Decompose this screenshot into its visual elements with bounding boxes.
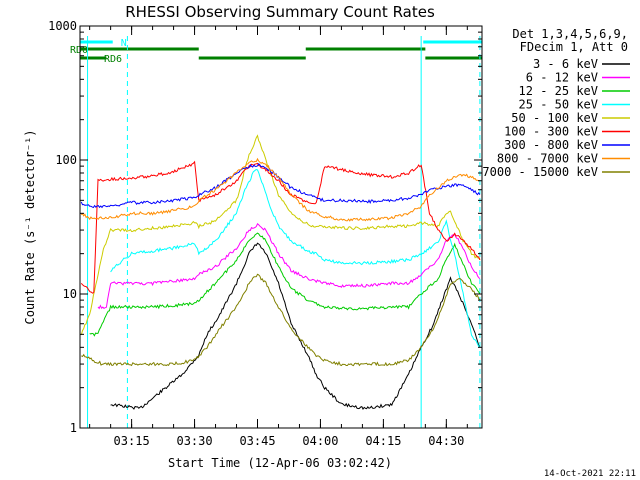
y-axis-label: Count Rate (s⁻¹ detector⁻¹) bbox=[23, 129, 37, 324]
legend-label: 25 - 50 keV bbox=[519, 98, 598, 112]
legend-label: 12 - 25 keV bbox=[519, 84, 598, 98]
y-tick-label: 100 bbox=[55, 153, 77, 167]
series-line-5 bbox=[80, 160, 481, 294]
mode-bar-label: RD6 bbox=[104, 54, 122, 65]
legend-header: FDecim 1, Att 0 bbox=[520, 40, 628, 54]
y-tick-label: 1 bbox=[70, 421, 77, 435]
series-lines bbox=[80, 134, 481, 410]
legend-label: 300 - 800 keV bbox=[504, 138, 598, 152]
x-axis: 03:15 03:30 03:45 04:00 04:15 04:30 bbox=[89, 26, 468, 448]
plot-timestamp: 14-Oct-2021 22:11 bbox=[544, 469, 636, 479]
series-line-1 bbox=[97, 222, 481, 310]
legend: Det 1,3,4,5,6,9,FDecim 1, Att 0 3 - 6 keV… bbox=[482, 27, 630, 179]
legend-label: 800 - 7000 keV bbox=[497, 152, 598, 166]
plot-frame bbox=[79, 25, 483, 429]
mode-bar-label: RD0 bbox=[70, 45, 88, 56]
series-line-2 bbox=[89, 232, 481, 337]
legend-header: Det 1,3,4,5,6,9, bbox=[512, 27, 628, 41]
mode-bar-label: N bbox=[121, 38, 127, 49]
series-line-3 bbox=[110, 168, 481, 348]
legend-label: 100 - 300 keV bbox=[504, 125, 598, 139]
mode-bars: N RD0 RD6 bbox=[70, 38, 482, 65]
x-axis-label: Start Time (12-Apr-06 03:02:42) bbox=[168, 456, 392, 470]
x-tick-label: 03:45 bbox=[239, 434, 275, 448]
legend-label: 50 - 100 keV bbox=[511, 111, 598, 125]
x-tick-label: 04:00 bbox=[302, 434, 338, 448]
series-line-6 bbox=[80, 162, 481, 209]
chart-title: RHESSI Observing Summary Count Rates bbox=[125, 3, 435, 21]
x-tick-label: 03:30 bbox=[176, 434, 212, 448]
legend-label: 6 - 12 keV bbox=[526, 71, 598, 85]
x-tick-label: 04:15 bbox=[365, 434, 401, 448]
x-tick-label: 04:30 bbox=[428, 434, 464, 448]
series-line-4 bbox=[80, 134, 481, 336]
series-line-8 bbox=[81, 273, 481, 367]
series-line-0 bbox=[110, 242, 481, 410]
y-axis: 1 10 100 1000 bbox=[48, 19, 482, 435]
vertical-markers bbox=[87, 36, 481, 428]
series-line-7 bbox=[80, 157, 480, 222]
x-tick-label: 03:15 bbox=[114, 434, 150, 448]
y-tick-label: 1000 bbox=[48, 19, 77, 33]
y-tick-label: 10 bbox=[63, 287, 77, 301]
legend-label: 7000 - 15000 keV bbox=[482, 165, 598, 179]
legend-label: 3 - 6 keV bbox=[533, 57, 598, 71]
